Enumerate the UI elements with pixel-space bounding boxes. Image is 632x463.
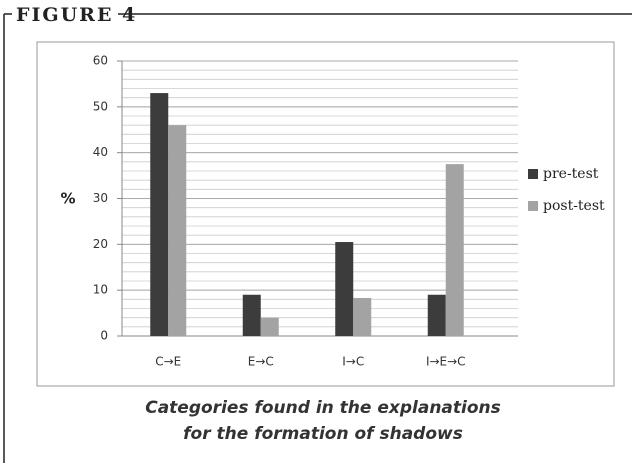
- bar: [335, 242, 354, 336]
- bar: [427, 294, 446, 336]
- legend-label: pre-test: [543, 166, 599, 182]
- bar: [260, 317, 279, 336]
- legend-label: post-test: [543, 198, 605, 214]
- x-tick-label: E→C: [248, 355, 274, 369]
- y-tick-label: 10: [93, 283, 108, 297]
- figure-label: FIGURE 4: [16, 4, 137, 26]
- y-tick-label: 30: [93, 191, 108, 205]
- y-tick-label: 50: [93, 99, 108, 113]
- x-tick-label: I→C: [342, 355, 364, 369]
- bar: [168, 125, 187, 337]
- y-tick-label: 40: [93, 145, 108, 159]
- legend-swatch: [528, 201, 538, 211]
- bar: [242, 294, 261, 336]
- bar: [150, 93, 169, 336]
- bar: [353, 297, 372, 336]
- bar: [445, 164, 464, 336]
- x-tick-label: I→E→C: [426, 355, 466, 369]
- caption: for the formation of shadows: [183, 424, 463, 444]
- x-tick-label: C→E: [155, 355, 181, 369]
- legend-swatch: [528, 169, 538, 179]
- chart-box: [36, 41, 615, 387]
- y-tick-label: 0: [100, 329, 108, 343]
- y-tick-label: 20: [93, 237, 108, 251]
- caption: Categories found in the explanations: [145, 398, 501, 418]
- y-axis-label: %: [60, 190, 75, 208]
- y-tick-label: 60: [93, 54, 108, 68]
